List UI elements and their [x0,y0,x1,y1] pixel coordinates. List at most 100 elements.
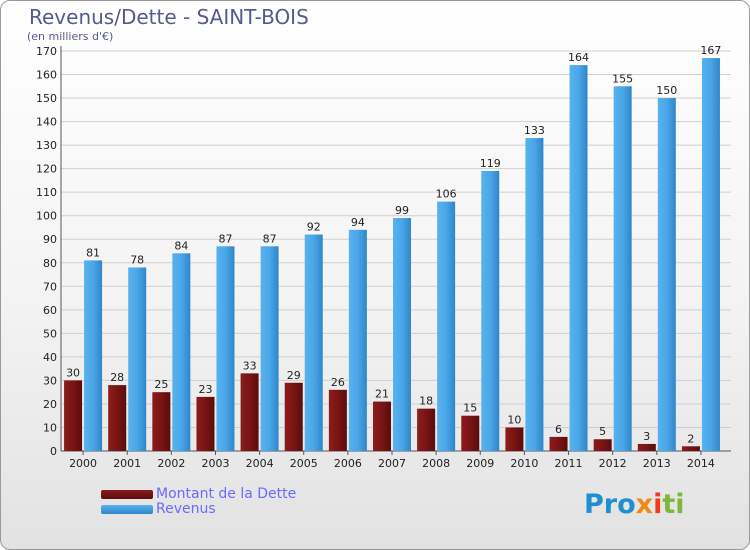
bar-dette [637,443,656,451]
x-tick-label: 2012 [599,457,627,470]
legend-swatch-revenus [101,505,153,514]
x-tick-label: 2007 [378,457,406,470]
y-tick-label: 110 [36,186,57,199]
logo-part-1: Pro [584,489,636,520]
y-tick-label: 150 [36,92,57,105]
data-label-revenus: 164 [568,51,589,64]
bar-revenus [216,246,235,451]
bar-revenus [84,260,103,451]
data-label-revenus: 92 [307,221,321,234]
bar-revenus [348,229,367,451]
y-tick-label: 30 [43,374,57,387]
logo-part-2: x [635,489,654,520]
bar-dette [373,401,391,451]
data-label-revenus: 87 [263,232,277,245]
y-tick-label: 0 [50,445,57,458]
x-tick-label: 2008 [422,457,450,470]
x-tick-label: 2009 [466,457,494,470]
data-label-dette: 25 [154,378,168,391]
x-tick-label: 2002 [157,457,185,470]
logo-part-4: ti [662,489,685,520]
data-label-revenus: 87 [218,232,232,245]
x-tick-label: 2001 [113,457,141,470]
data-label-dette: 23 [198,383,212,396]
x-tick-label: 2014 [687,457,715,470]
bar-revenus [525,138,544,451]
x-tick-label: 2010 [510,457,538,470]
bar-dette [505,427,524,451]
data-label-revenus: 106 [436,188,457,201]
y-tick-label: 130 [36,139,57,152]
legend-label-dette: Montant de la Dette [156,486,297,502]
logo-part-3: i [653,489,663,520]
y-tick-label: 80 [43,257,57,270]
data-label-dette: 6 [555,423,562,436]
data-label-dette: 28 [110,371,124,384]
data-label-dette: 15 [463,402,477,415]
y-tick-label: 170 [36,45,57,58]
data-label-dette: 30 [66,366,80,379]
data-label-revenus: 119 [480,157,501,170]
bar-revenus [657,98,676,451]
bar-revenus [393,218,411,451]
bar-dette [284,382,303,451]
data-label-revenus: 81 [86,246,100,259]
data-label-dette: 3 [643,430,650,443]
proxiti-logo: Proxiti [584,489,685,520]
bar-dette [64,380,83,451]
data-label-revenus: 150 [656,84,677,97]
bar-dette [108,385,127,451]
data-label-revenus: 155 [612,72,633,85]
bar-dette [461,415,480,451]
y-tick-label: 120 [36,163,57,176]
data-label-revenus: 99 [395,204,409,217]
bar-dette [328,389,347,451]
y-tick-label: 10 [43,421,57,434]
data-label-dette: 26 [331,376,345,389]
chart-title: Revenus/Dette - SAINT-BOIS [29,5,309,29]
bar-dette [152,392,171,451]
bar-dette [417,408,436,451]
data-label-revenus: 94 [351,216,365,229]
y-tick-label: 40 [43,351,57,364]
bar-revenus [304,234,323,451]
x-tick-label: 2000 [69,457,97,470]
y-tick-label: 70 [43,280,57,293]
y-tick-label: 60 [43,304,57,317]
bar-dette [196,396,215,451]
x-tick-label: 2005 [290,457,318,470]
bar-dette [681,446,700,451]
data-label-revenus: 84 [174,239,188,252]
bar-revenus [701,58,720,451]
legend-swatch-dette [101,490,153,499]
y-tick-label: 160 [36,69,57,82]
data-label-dette: 2 [687,432,694,445]
y-tick-label: 140 [36,116,57,129]
data-label-dette: 10 [507,413,521,426]
data-label-dette: 21 [375,388,389,401]
bar-revenus [569,65,588,451]
y-tick-label: 20 [43,398,57,411]
bar-revenus [613,86,632,451]
y-tick-label: 50 [43,327,57,340]
bar-revenus [260,246,279,451]
x-tick-label: 2011 [555,457,583,470]
bar-revenus [481,171,500,451]
data-label-dette: 29 [287,369,301,382]
bar-dette [240,373,259,451]
y-tick-label: 100 [36,210,57,223]
data-label-revenus: 133 [524,124,545,137]
data-label-dette: 5 [599,425,606,438]
bar-revenus [172,253,191,451]
bar-revenus [128,267,147,451]
x-tick-label: 2004 [246,457,274,470]
x-tick-label: 2003 [201,457,229,470]
bar-dette [593,439,612,451]
data-label-dette: 33 [243,359,257,372]
bar-dette [549,436,568,451]
legend-label-revenus: Revenus [156,501,216,517]
bar-revenus [437,201,456,451]
data-label-revenus: 78 [130,253,144,266]
x-tick-label: 2006 [334,457,362,470]
